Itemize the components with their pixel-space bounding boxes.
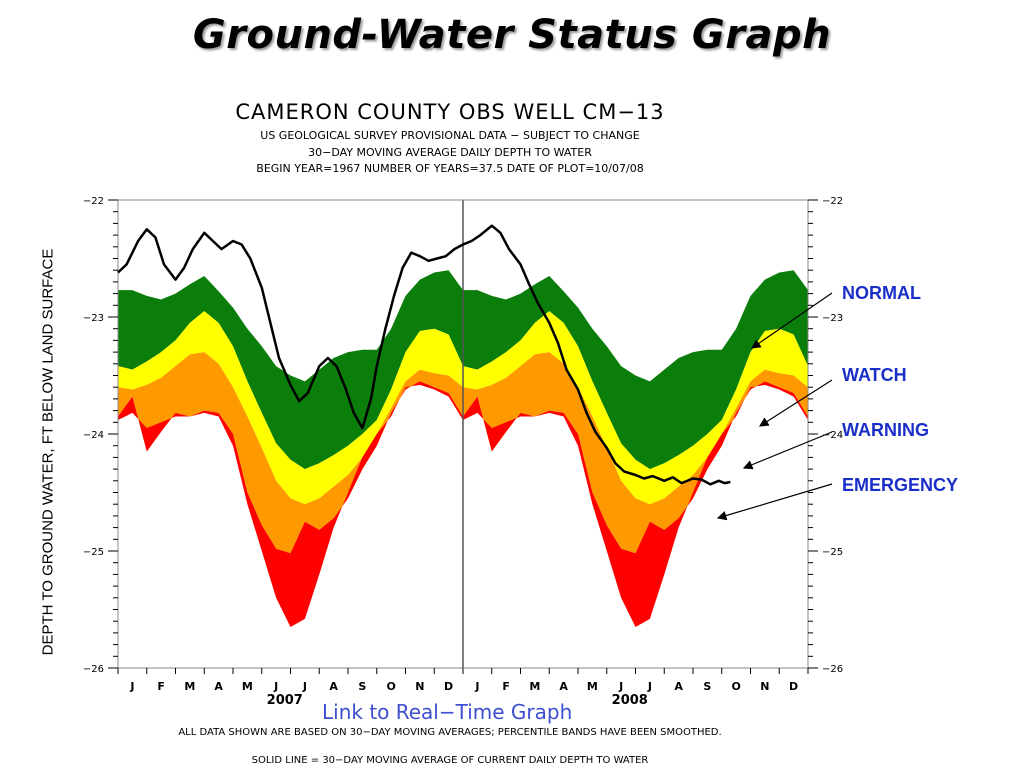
x-month-label: M — [587, 680, 598, 693]
x-month-label: N — [415, 680, 424, 693]
depth-line-1 — [117, 224, 731, 486]
y-tick-label-right: −24 — [822, 430, 843, 441]
x-month-label: J — [618, 680, 623, 693]
callout-watch-label: WATCH — [842, 365, 907, 385]
chart-subtitle-2: 30−DAY MOVING AVERAGE DAILY DEPTH TO WAT… — [308, 146, 592, 159]
band-warning-1 — [118, 352, 463, 554]
x-month-label: F — [502, 680, 510, 693]
x-month-label: M — [242, 680, 253, 693]
x-month-label: S — [358, 680, 366, 693]
band-emergency-2 — [463, 381, 808, 627]
real-time-graph-link[interactable]: Link to Real−Time Graph — [322, 700, 573, 724]
x-year-label: 2008 — [612, 693, 648, 708]
callout-emergency-label: EMERGENCY — [842, 475, 959, 495]
x-month-label: J — [129, 680, 134, 693]
x-month-label: F — [157, 680, 165, 693]
footnote-smoothing: ALL DATA SHOWN ARE BASED ON 30−DAY MOVIN… — [178, 727, 722, 738]
callout-arrow-emergency — [716, 483, 833, 521]
chart-title: CAMERON COUNTY OBS WELL CM−13 — [235, 100, 665, 124]
y-tick-label-left: −23 — [83, 313, 104, 324]
page-title: Ground-Water Status Graph — [192, 12, 832, 58]
y-tick-label-right: −25 — [822, 547, 843, 558]
y-tick-label-left: −25 — [83, 547, 104, 558]
x-month-label: S — [703, 680, 711, 693]
x-month-label: J — [647, 680, 652, 693]
callout-arrow-normal — [751, 292, 833, 349]
band-emergency-1 — [118, 381, 463, 627]
x-month-label: A — [674, 680, 683, 693]
x-month-label: A — [559, 680, 568, 693]
y-tick-label-left: −26 — [83, 664, 104, 675]
callout-warning-label: WARNING — [842, 420, 929, 440]
x-month-label: J — [302, 680, 307, 693]
band-watch-1 — [118, 311, 463, 505]
callout-normal-label: NORMAL — [842, 283, 921, 303]
x-year-label: 2007 — [267, 693, 303, 708]
x-month-label: M — [184, 680, 195, 693]
y-tick-label-right: −26 — [822, 664, 843, 675]
x-month-label: O — [386, 680, 395, 693]
callout-arrow-watch — [758, 379, 833, 427]
x-month-label: M — [529, 680, 540, 693]
band-normal-2 — [463, 270, 808, 470]
chart-subtitle-3: BEGIN YEAR=1967 NUMBER OF YEARS=37.5 DAT… — [256, 162, 644, 175]
chart-subtitle-1: US GEOLOGICAL SURVEY PROVISIONAL DATA − … — [260, 129, 640, 142]
band-warning-2 — [463, 352, 808, 554]
x-month-label: D — [789, 680, 798, 693]
x-month-label: O — [731, 680, 740, 693]
y-tick-label-left: −22 — [83, 196, 104, 207]
y-tick-label-left: −24 — [83, 430, 104, 441]
x-month-label: N — [760, 680, 769, 693]
callout-arrow-warning — [742, 431, 833, 470]
x-month-label: A — [329, 680, 338, 693]
band-watch-2 — [463, 311, 808, 505]
band-normal-1 — [118, 270, 463, 470]
y-tick-label-right: −23 — [822, 313, 843, 324]
x-month-label: J — [474, 680, 479, 693]
x-month-label: D — [444, 680, 453, 693]
y-tick-label-right: −22 — [822, 196, 843, 207]
x-month-label: J — [273, 680, 278, 693]
x-month-label: A — [214, 680, 223, 693]
footnote-solid-line: SOLID LINE = 30−DAY MOVING AVERAGE OF CU… — [251, 755, 649, 766]
